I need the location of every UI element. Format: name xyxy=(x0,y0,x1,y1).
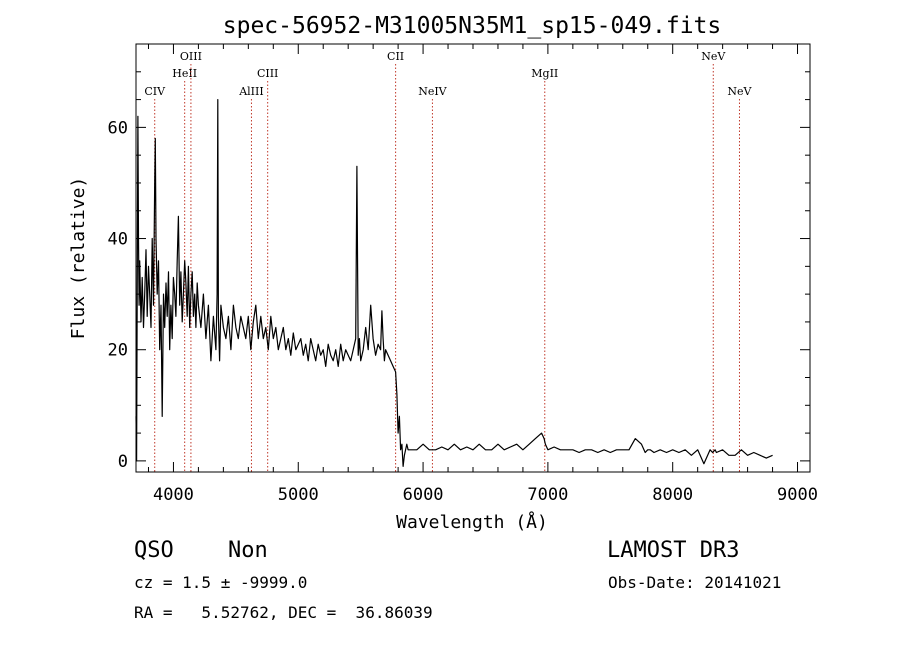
survey-label: LAMOST DR3 xyxy=(607,538,740,563)
emission-line-label-9: NeV xyxy=(727,85,752,98)
x-tick-label-0: 4000 xyxy=(153,485,194,505)
y-tick-label-1: 20 xyxy=(108,341,128,361)
emission-line-label-2: OIII xyxy=(180,50,202,63)
spectrum-line xyxy=(135,99,773,467)
x-tick-label-5: 9000 xyxy=(777,485,818,505)
y-axis: 0 20 40 60 xyxy=(108,71,810,472)
y-tick-label-0: 0 xyxy=(118,452,128,472)
x-tick-label-2: 6000 xyxy=(403,485,444,505)
object-subclass: Non xyxy=(228,538,268,563)
emission-line-label-1: HeII xyxy=(172,67,197,80)
emission-line-label-7: MgII xyxy=(531,67,558,80)
y-tick-label-3: 60 xyxy=(108,118,128,138)
redshift-cz: cz = 1.5 ± -9999.0 xyxy=(134,573,308,592)
coordinates: RA = 5.52762, DEC = 36.86039 xyxy=(134,603,433,622)
y-tick-label-2: 40 xyxy=(108,230,128,250)
x-axis: 4000 5000 6000 7000 8000 9000 xyxy=(147,44,818,505)
emission-line-label-0: CIV xyxy=(144,85,166,98)
emission-line-label-4: CIII xyxy=(257,67,278,80)
obs-date: Obs-Date: 20141021 xyxy=(608,573,782,592)
emission-line-label-8: NeV xyxy=(701,50,726,63)
emission-line-label-5: CII xyxy=(387,50,404,63)
plot-frame xyxy=(135,43,811,473)
x-axis-label: Wavelength (Å) xyxy=(396,511,548,533)
y-axis-label: Flux (relative) xyxy=(68,177,89,340)
x-tick-label-4: 8000 xyxy=(652,485,693,505)
emission-line-label-3: AlIII xyxy=(238,85,264,98)
x-tick-label-3: 7000 xyxy=(527,485,568,505)
emission-line-label-6: NeIV xyxy=(418,85,447,98)
object-class: QSO xyxy=(134,538,174,563)
emission-line-markers: CIV HeII OIII AlIII CIII CII NeIV MgII NeV NeV xyxy=(144,50,753,472)
chart-title: spec-56952-M31005N35M1_sp15-049.fits xyxy=(223,13,722,39)
x-tick-label-1: 5000 xyxy=(278,485,319,505)
